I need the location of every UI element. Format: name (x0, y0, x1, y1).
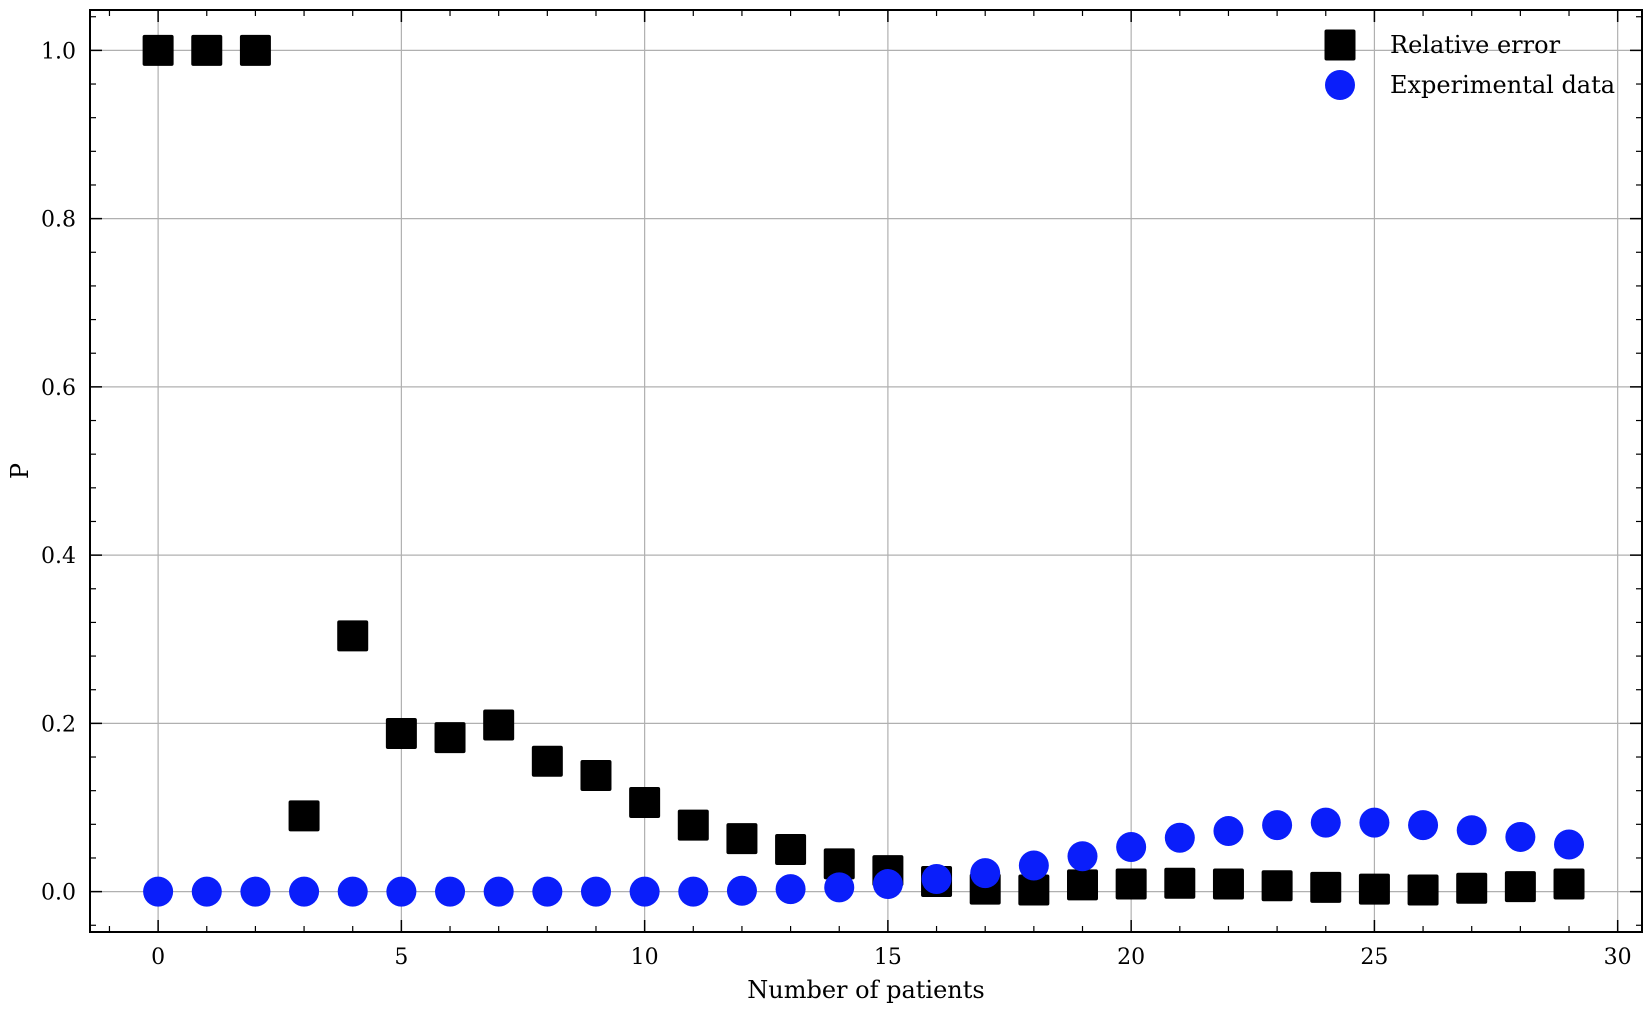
y-tick-label: 0.2 (41, 712, 76, 737)
x-tick-label: 5 (394, 945, 408, 970)
data-point-square (1553, 868, 1585, 900)
data-point-circle (435, 876, 466, 907)
data-point-circle (1505, 821, 1536, 852)
x-tick-label: 0 (151, 945, 165, 970)
x-tick-label: 20 (1117, 945, 1145, 970)
data-point-circle (678, 876, 709, 907)
data-point-square (580, 760, 612, 792)
data-point-circle (1067, 841, 1098, 872)
data-point-square (1018, 874, 1050, 906)
data-point-circle (191, 876, 222, 907)
data-point-circle (143, 876, 174, 907)
data-point-circle (1213, 816, 1244, 847)
data-point-square (1456, 872, 1488, 904)
data-point-square (1115, 868, 1147, 900)
y-axis-label: P (6, 463, 34, 479)
data-point-square (1261, 870, 1293, 902)
data-point-circle (1554, 829, 1585, 860)
data-point-circle (1262, 810, 1293, 841)
data-point-circle (824, 872, 855, 903)
data-point-square (677, 809, 709, 841)
data-point-square (629, 786, 661, 818)
data-point-square (531, 745, 563, 777)
x-tick-label: 15 (874, 945, 902, 970)
x-axis-label: Number of patients (747, 976, 984, 1004)
y-tick-label: 0.6 (41, 376, 76, 401)
y-tick-label: 1.0 (41, 39, 76, 64)
data-point-circle (1359, 807, 1390, 838)
series-2 (143, 807, 1585, 907)
data-point-circle (775, 874, 806, 905)
data-point-circle (1116, 832, 1147, 863)
legend-label: Experimental data (1390, 71, 1615, 99)
data-point-circle (386, 876, 417, 907)
data-point-circle (580, 876, 611, 907)
x-tick-label: 10 (631, 945, 659, 970)
data-point-circle (337, 876, 368, 907)
data-point-square (1407, 874, 1439, 906)
data-point-square (1212, 868, 1244, 900)
data-point-circle (1456, 815, 1487, 846)
data-point-square (385, 717, 417, 749)
legend-marker-circle (1325, 70, 1355, 100)
data-point-square (239, 34, 271, 66)
grid (90, 10, 1642, 932)
data-point-square (337, 620, 369, 652)
data-point-square (434, 722, 466, 754)
legend: Relative error Experimental data (1324, 29, 1615, 100)
data-point-circle (970, 858, 1001, 889)
data-point-circle (289, 876, 320, 907)
data-point-square (775, 834, 807, 866)
data-point-square (1067, 869, 1099, 901)
data-point-square (823, 848, 855, 880)
data-point-circle (240, 876, 271, 907)
data-point-square (1504, 871, 1536, 903)
plot-frame (89, 9, 1643, 933)
y-tick-label: 0.4 (41, 544, 76, 569)
data-point-square (142, 34, 174, 66)
y-tick-label: 0.8 (41, 208, 76, 233)
data-point-square (726, 823, 758, 855)
legend-label: Relative error (1390, 31, 1561, 59)
series-1 (142, 34, 1585, 906)
data-point-square (1358, 873, 1390, 905)
x-tick-label: 30 (1604, 945, 1632, 970)
data-point-circle (532, 876, 563, 907)
data-point-circle (483, 876, 514, 907)
data-point-circle (726, 875, 757, 906)
y-tick-label: 0.0 (41, 881, 76, 906)
series-layer (142, 34, 1585, 907)
data-point-circle (1408, 810, 1439, 841)
data-point-square (1164, 867, 1196, 899)
data-point-circle (1018, 850, 1049, 881)
data-point-square (483, 709, 515, 741)
x-tick-label: 25 (1360, 945, 1388, 970)
data-point-circle (872, 869, 903, 900)
data-point-circle (921, 864, 952, 895)
data-point-square (288, 800, 320, 832)
data-point-square (1310, 871, 1342, 903)
tick-labels: 0 5 10 15 20 25 30 0.0 0.2 0.4 0.6 0.8 1.0 (41, 39, 1632, 970)
axis-ticks (90, 10, 1642, 932)
data-point-square (191, 34, 223, 66)
data-point-circle (1164, 822, 1195, 853)
data-point-circle (629, 876, 660, 907)
data-point-circle (1310, 807, 1341, 838)
legend-marker-square (1324, 29, 1356, 61)
